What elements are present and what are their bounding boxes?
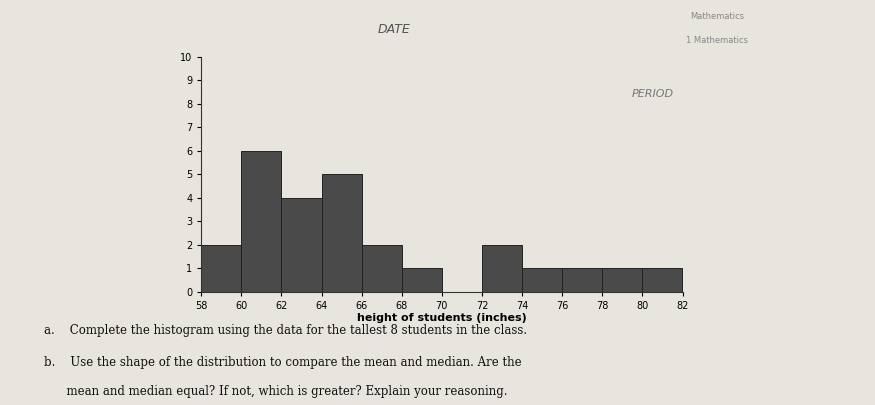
Text: mean and median equal? If not, which is greater? Explain your reasoning.: mean and median equal? If not, which is … bbox=[44, 385, 507, 398]
Bar bbox=[482, 245, 522, 292]
Bar bbox=[642, 268, 682, 292]
Bar bbox=[602, 268, 642, 292]
Bar bbox=[361, 245, 402, 292]
Text: a.    Complete the histogram using the data for the tallest 8 students in the cl: a. Complete the histogram using the data… bbox=[44, 324, 527, 337]
Bar bbox=[563, 268, 602, 292]
Bar bbox=[282, 198, 321, 292]
Bar bbox=[201, 245, 242, 292]
Text: Mathematics: Mathematics bbox=[690, 12, 745, 21]
Text: PERIOD: PERIOD bbox=[632, 89, 674, 99]
Bar bbox=[402, 268, 442, 292]
Bar bbox=[522, 268, 562, 292]
Text: DATE: DATE bbox=[377, 23, 410, 36]
X-axis label: height of students (inches): height of students (inches) bbox=[357, 313, 527, 324]
Bar bbox=[322, 174, 361, 292]
Text: 1 Mathematics: 1 Mathematics bbox=[687, 36, 748, 45]
Text: b.    Use the shape of the distribution to compare the mean and median. Are the: b. Use the shape of the distribution to … bbox=[44, 356, 522, 369]
Bar bbox=[242, 151, 282, 292]
